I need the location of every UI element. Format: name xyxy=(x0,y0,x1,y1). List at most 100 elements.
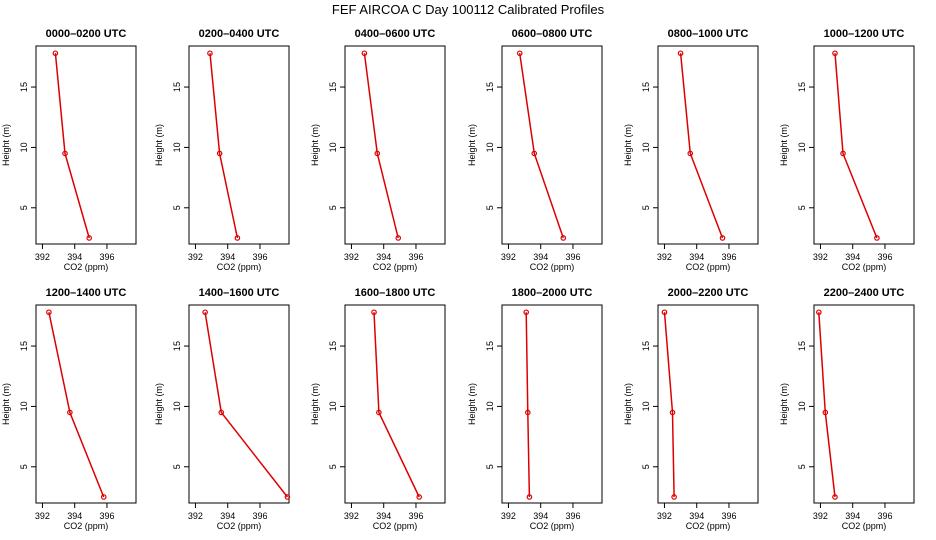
y-tick-label: 10 xyxy=(485,142,495,152)
panel-title: 1400–1600 UTC xyxy=(199,287,280,299)
data-point xyxy=(832,50,838,57)
panel-3: 0600–0800 UTC 392 394 396 5 10 15 CO2 (ppm) Heig… xyxy=(467,28,603,272)
data-point xyxy=(840,150,846,157)
x-tick-label: 392 xyxy=(657,511,672,521)
x-axis-label: CO2 (ppm) xyxy=(217,521,262,531)
panel-title: 2000–2200 UTC xyxy=(668,287,749,299)
y-tick-label: 15 xyxy=(172,341,182,351)
x-tick-label: 396 xyxy=(408,511,423,521)
y-axis-label: Height (m) xyxy=(623,124,633,166)
x-tick-label: 394 xyxy=(533,252,548,262)
y-tick-label: 15 xyxy=(19,341,29,351)
data-point xyxy=(86,235,93,241)
profile-line xyxy=(818,312,836,498)
data-point xyxy=(100,494,107,500)
y-tick-label: 10 xyxy=(641,142,651,152)
y-tick-label: 5 xyxy=(19,464,29,469)
data-point xyxy=(207,50,213,57)
data-point xyxy=(52,50,59,57)
x-tick-label: 394 xyxy=(67,511,82,521)
x-tick-label: 392 xyxy=(813,252,828,262)
y-tick-label: 10 xyxy=(19,142,29,152)
y-tick-label: 15 xyxy=(485,341,495,351)
profile-line xyxy=(834,53,878,239)
y-tick-label: 5 xyxy=(485,464,495,469)
y-tick-label: 5 xyxy=(328,464,338,469)
x-tick-label: 392 xyxy=(35,252,50,262)
profile-line xyxy=(54,53,90,239)
data-point xyxy=(67,409,73,416)
y-axis-label: Height (m) xyxy=(467,383,477,425)
x-tick-label: 392 xyxy=(344,252,359,262)
y-tick-label: 10 xyxy=(797,142,807,152)
x-tick-label: 396 xyxy=(99,252,114,262)
plot-frame xyxy=(501,45,603,245)
plot-frame xyxy=(344,304,446,504)
data-point xyxy=(816,309,822,316)
panel-10: 2000–2200 UTC 392 394 396 5 10 15 CO2 (ppm) Heig… xyxy=(623,287,759,531)
profile-line xyxy=(204,312,288,498)
y-tick-label: 15 xyxy=(328,82,338,92)
plot-frame xyxy=(813,45,915,245)
y-tick-label: 10 xyxy=(328,142,338,152)
x-axis-label: CO2 (ppm) xyxy=(64,262,109,272)
plot-frame xyxy=(657,304,759,504)
profile-line xyxy=(48,312,105,498)
data-point xyxy=(525,409,531,416)
x-axis-label: CO2 (ppm) xyxy=(530,521,575,531)
x-tick-label: 392 xyxy=(813,511,828,521)
data-point xyxy=(677,50,684,57)
x-axis-label: CO2 (ppm) xyxy=(842,262,887,272)
panel-11: 2200–2400 UTC 392 394 396 5 10 15 CO2 (ppm) Heig… xyxy=(779,287,915,531)
x-tick-label: 396 xyxy=(565,252,580,262)
panel-8: 1600–1800 UTC 392 394 396 5 10 15 CO2 (ppm) Heig… xyxy=(310,287,446,531)
profile-line xyxy=(663,312,675,498)
y-tick-label: 10 xyxy=(797,401,807,411)
panel-7: 1400–1600 UTC 392 394 396 5 10 15 CO2 (ppm) Heig… xyxy=(154,287,291,531)
x-axis-label: CO2 (ppm) xyxy=(686,521,731,531)
x-tick-label: 394 xyxy=(376,511,391,521)
y-axis-label: Height (m) xyxy=(1,124,11,166)
data-point xyxy=(376,409,382,416)
panel-title: 1200–1400 UTC xyxy=(46,287,127,299)
data-point xyxy=(62,150,68,157)
data-point xyxy=(719,235,726,241)
x-axis-label: CO2 (ppm) xyxy=(530,262,575,272)
x-tick-label: 394 xyxy=(376,252,391,262)
x-tick-label: 394 xyxy=(67,252,82,262)
data-point xyxy=(361,50,368,57)
y-tick-label: 15 xyxy=(641,341,651,351)
x-tick-label: 396 xyxy=(877,252,892,262)
profile-line xyxy=(525,312,531,498)
panel-title: 1000–1200 UTC xyxy=(824,28,905,40)
y-tick-label: 15 xyxy=(172,82,182,92)
y-tick-label: 10 xyxy=(172,142,182,152)
y-axis-label: Height (m) xyxy=(310,124,320,166)
data-point xyxy=(218,409,225,416)
data-point xyxy=(832,494,838,500)
y-axis-label: Height (m) xyxy=(467,124,477,166)
panel-6: 1200–1400 UTC 392 394 396 5 10 15 CO2 (ppm) Heig… xyxy=(1,287,137,531)
panel-1: 0200–0400 UTC 392 394 396 5 10 15 CO2 (ppm) Heig… xyxy=(154,28,290,272)
y-tick-label: 10 xyxy=(172,401,182,411)
x-tick-label: 396 xyxy=(721,511,736,521)
x-tick-label: 392 xyxy=(188,511,203,521)
y-axis-label: Height (m) xyxy=(154,383,164,425)
y-tick-label: 5 xyxy=(641,464,651,469)
x-tick-label: 392 xyxy=(657,252,672,262)
y-tick-label: 5 xyxy=(797,205,807,210)
data-point xyxy=(687,150,694,157)
x-tick-label: 396 xyxy=(99,511,114,521)
panel-2: 0400–0600 UTC 392 394 396 5 10 15 CO2 (ppm) Heig… xyxy=(310,28,446,272)
y-axis-label: Height (m) xyxy=(1,383,11,425)
x-axis-label: CO2 (ppm) xyxy=(373,521,418,531)
panel-9: 1800–2000 UTC 392 394 396 5 10 15 CO2 (ppm) Heig… xyxy=(467,287,603,531)
y-axis-label: Height (m) xyxy=(779,124,789,166)
y-tick-label: 15 xyxy=(19,82,29,92)
panel-title: 0400–0600 UTC xyxy=(355,28,436,40)
x-tick-label: 392 xyxy=(344,511,359,521)
panel-title: 0000–0200 UTC xyxy=(46,28,127,40)
panel-title: 1600–1800 UTC xyxy=(355,287,436,299)
plot-frame xyxy=(344,45,446,245)
